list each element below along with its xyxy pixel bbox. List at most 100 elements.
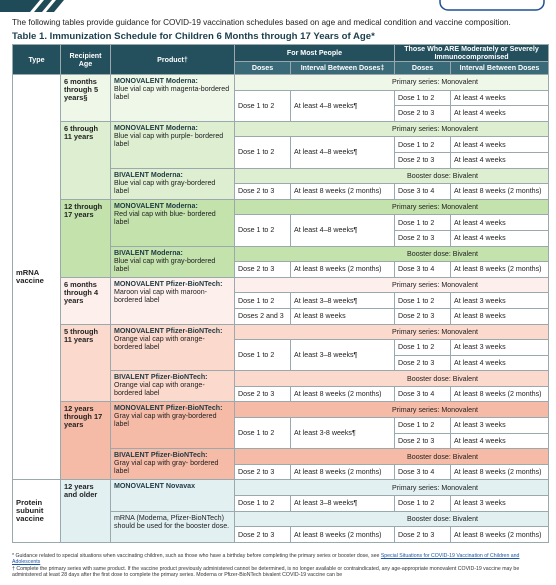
product-cell: BIVALENT Pfizer-BioNTech: Gray vial cap w… bbox=[110, 448, 235, 481]
dose-im-cell: Dose 1 to 2 bbox=[394, 495, 451, 512]
dose-cell: Dose 1 to 2 bbox=[234, 339, 291, 372]
dose-im-cell: Dose 2 to 3 bbox=[394, 432, 451, 450]
dose-im-cell: Dose 3 to 4 bbox=[394, 261, 451, 278]
decor-stripe bbox=[0, 0, 40, 12]
footnote-link[interactable]: Special Situations for COVID-19 Vaccinat… bbox=[12, 553, 520, 566]
header-cell: Interval Between Doses bbox=[450, 61, 549, 75]
product-desc: Blue vial cap with magenta-bordered labe… bbox=[114, 85, 230, 101]
product-name: BIVALENT Moderna: bbox=[114, 248, 183, 257]
series-label: Booster dose: Bivalent bbox=[234, 448, 549, 465]
age-cell: 12 years and older bbox=[60, 479, 111, 543]
table-row: mRNA (Moderna, Pfizer-BioNTech) should b… bbox=[13, 510, 549, 543]
decor-stripe bbox=[34, 0, 52, 12]
dose-cell: Dose 2 to 3 bbox=[234, 183, 291, 200]
dose-im-cell: Dose 1 to 2 bbox=[394, 214, 451, 231]
dose-im-cell: Dose 2 to 3 bbox=[394, 526, 451, 543]
type-cell: mRNA vaccine bbox=[12, 73, 61, 481]
product-desc: Blue vial cap with purple- bordered labe… bbox=[114, 131, 224, 148]
dose-cell: Dose 2 to 3 bbox=[234, 463, 291, 481]
interval-cell: At least 4 weeks bbox=[450, 229, 549, 247]
dose-im-cell: Dose 1 to 2 bbox=[394, 89, 451, 107]
interval-cell: At least 8 weeks (2 months) bbox=[450, 526, 549, 543]
product-name: MONOVALENT Moderna: bbox=[114, 77, 198, 85]
product-name: MONOVALENT Moderna: bbox=[114, 123, 198, 132]
header-row: Doses Interval Between Doses‡ Doses Interva… bbox=[13, 61, 549, 75]
product-name: MONOVALENT Novavax bbox=[114, 482, 196, 491]
dose-cell: Doses 2 and 3 bbox=[234, 307, 291, 325]
table-row: Dose 1 to 2 At least 4–8 weeks¶ Dose 1 to … bbox=[13, 136, 549, 169]
interval-cell: At least 3 weeks bbox=[450, 292, 549, 309]
dose-im-cell: Dose 1 to 2 bbox=[394, 292, 451, 309]
interval-cell: At least 4 weeks bbox=[450, 136, 549, 153]
interval-cell: At least 8 weeks (2 months) bbox=[450, 463, 549, 481]
interval-cell: At least 4 weeks bbox=[450, 214, 549, 231]
table-row: Dose 2 to 3 At least 4 weeks bbox=[13, 105, 549, 122]
series-label: Primary series: Monovalent bbox=[234, 479, 549, 497]
dose-im-cell: Dose 1 to 2 bbox=[394, 136, 451, 153]
series-label: Primary series: Monovalent bbox=[234, 276, 549, 294]
product-desc: Gray vial cap with gray- bordered label bbox=[114, 459, 219, 476]
series-label: Booster dose: Bivalent bbox=[234, 510, 549, 528]
product-cell: MONOVALENT Novavax bbox=[110, 479, 235, 512]
dose-cell: Dose 1 to 2 bbox=[234, 417, 291, 450]
interval-cell: At least 4 weeks bbox=[450, 151, 549, 169]
interval-cell: At least 3–8 weeks¶ bbox=[290, 495, 395, 512]
dose-cell: Dose 2 to 3 bbox=[234, 526, 291, 543]
header-cell: Interval Between Doses‡ bbox=[290, 61, 395, 75]
table-row: BIVALENT Pfizer-BioNTech: Gray vial cap w… bbox=[13, 448, 549, 481]
interval-cell: At least 4–8 weeks¶ bbox=[290, 214, 395, 247]
interval-cell: At least 8 weeks (2 months) bbox=[290, 463, 395, 481]
dose-cell: Dose 2 to 3 bbox=[234, 261, 291, 278]
product-desc: Blue vial cap with gray-bordered label bbox=[114, 256, 216, 273]
interval-cell: At least 8 weeks bbox=[290, 307, 395, 325]
dose-im-cell: Dose 2 to 3 bbox=[394, 105, 451, 122]
interval-cell: At least 8 weeks (2 months) bbox=[290, 385, 395, 403]
type-cell: Protein subunit vaccine bbox=[12, 479, 61, 543]
header-cell: Recipient Age bbox=[60, 44, 111, 75]
header-button[interactable] bbox=[439, 0, 545, 11]
interval-cell: At least 8 weeks (2 months) bbox=[450, 385, 549, 403]
table-row: Dose 1 to 2 At least 3-8 weeks¶ Dose 1 to … bbox=[13, 417, 549, 450]
table-row: 6 months through 4 years MONOVALENT Pfize… bbox=[13, 276, 549, 325]
dose-im-cell: Dose 2 to 3 bbox=[394, 307, 451, 325]
dose-cell: Dose 2 to 3 bbox=[234, 385, 291, 403]
dose-im-cell: Dose 2 to 3 bbox=[394, 229, 451, 247]
footnote-text: * Guidance related to special situations… bbox=[12, 553, 380, 559]
dose-im-cell: Dose 2 to 3 bbox=[394, 151, 451, 169]
age-cell: 6 through 11 years bbox=[60, 120, 111, 200]
header-cell: For Most People bbox=[234, 44, 395, 62]
product-desc: Blue vial cap with gray-bordered label bbox=[114, 178, 216, 195]
dose-im-cell: Dose 3 to 4 bbox=[394, 183, 451, 200]
product-desc: Orange vial cap with orange-bordered lab… bbox=[114, 381, 205, 398]
product-cell: MONOVALENT Moderna: Blue vial cap with ma… bbox=[110, 74, 235, 122]
product-name: BIVALENT Pfizer-BioNTech: bbox=[114, 373, 208, 382]
interval-cell: At least 3 weeks bbox=[450, 339, 549, 356]
age-cell: 12 through 17 years bbox=[60, 198, 111, 278]
table-row: Protein subunit vaccine 12 years and olde… bbox=[12, 479, 549, 543]
table-row: BIVALENT Moderna: Blue vial cap with gray… bbox=[13, 245, 549, 278]
interval-cell: At least 3–8 weeks¶ bbox=[290, 339, 395, 372]
series-label: Primary series: Monovalent bbox=[234, 198, 549, 216]
interval-cell: At least 3–8 weeks¶ bbox=[290, 292, 395, 309]
product-desc: Orange vial cap with orange-bordered lab… bbox=[114, 334, 205, 351]
interval-cell: At least 8 weeks (2 months) bbox=[290, 261, 395, 278]
series-label: Primary series: Monovalent bbox=[234, 401, 549, 419]
series-label: Booster dose: Bivalent bbox=[234, 370, 549, 387]
interval-cell: At least 4–8 weeks¶ bbox=[290, 136, 395, 169]
decor-stripe bbox=[46, 0, 64, 12]
age-cell: 5 through 11 years bbox=[60, 323, 111, 403]
header-cell: Those Who ARE Moderately or Severely Imm… bbox=[394, 44, 549, 62]
interval-cell: At least 8 weeks (2 months) bbox=[450, 261, 549, 278]
table-title: Table 1. Immunization Schedule for Child… bbox=[12, 31, 375, 42]
product-cell: MONOVALENT Pfizer-BioNTech: Gray vial cap… bbox=[110, 401, 235, 450]
table-row: mRNA vaccine 6 months through 5 years§ MON… bbox=[12, 73, 549, 481]
table-row: Dose 2 to 3 At least 4 weeks bbox=[13, 151, 549, 169]
interval-cell: At least 8 weeks (2 months) bbox=[450, 183, 549, 200]
product-cell: mRNA (Moderna, Pfizer-BioNTech) should b… bbox=[110, 510, 235, 543]
interval-cell: At least 4–8 weeks¶ bbox=[290, 89, 395, 122]
interval-cell: At least 4 weeks bbox=[450, 105, 549, 122]
dose-cell: Dose 1 to 2 bbox=[234, 214, 291, 247]
table-row: Dose 1 to 2 At least 3–8 weeks¶ Dose 1 to … bbox=[13, 292, 549, 309]
product-cell: MONOVALENT Pfizer-BioNTech: Maroon vial c… bbox=[110, 276, 235, 325]
series-label: Booster dose: Bivalent bbox=[234, 167, 549, 185]
